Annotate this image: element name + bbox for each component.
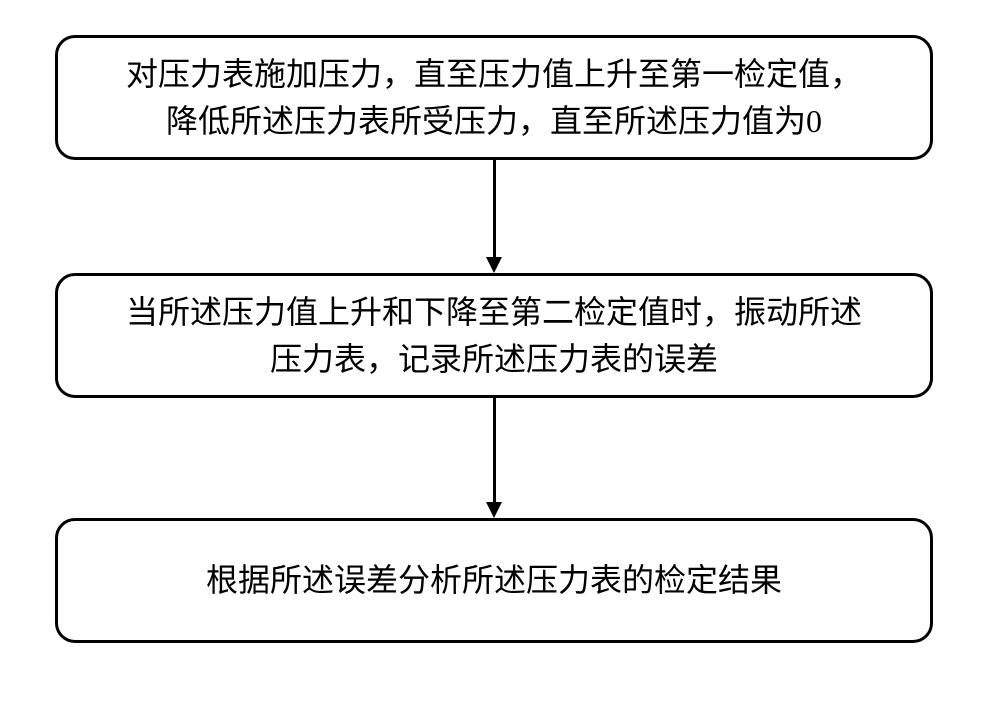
flowchart-edge-head-1: [486, 257, 502, 273]
flowchart-node-step3: 根据所述误差分析所述压力表的检定结果: [55, 518, 933, 643]
flowchart-node-step2: 当所述压力值上升和下降至第二检定值时，振动所述 压力表，记录所述压力表的误差: [55, 273, 933, 398]
flowchart-edge-head-2: [486, 502, 502, 518]
flowchart-canvas: 对压力表施加压力，直至压力值上升至第一检定值， 降低所述压力表所受压力，直至所述…: [0, 0, 1000, 721]
flowchart-edge-line-2: [493, 398, 496, 502]
flowchart-node-step1: 对压力表施加压力，直至压力值上升至第一检定值， 降低所述压力表所受压力，直至所述…: [55, 35, 933, 160]
flowchart-edge-line-1: [493, 160, 496, 257]
